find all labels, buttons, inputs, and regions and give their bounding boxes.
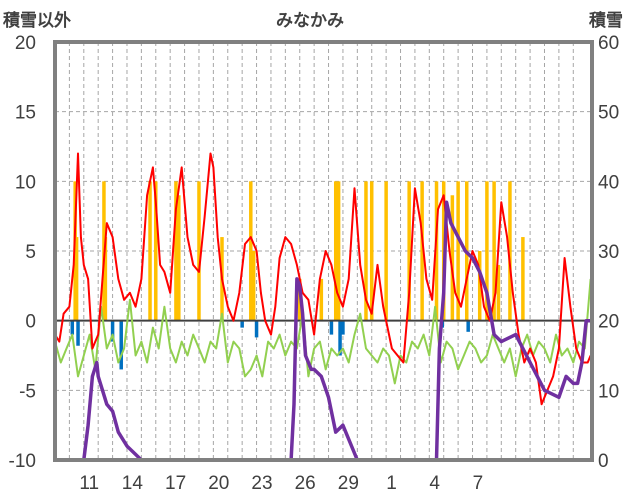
bar-s0-6 — [174, 181, 178, 321]
right-tick-0: 60 — [598, 33, 619, 54]
bar-s0-7 — [177, 195, 181, 321]
bar-s1-7 — [338, 320, 342, 356]
x-tick-1: 14 — [122, 473, 144, 494]
bar-s0-31 — [521, 237, 525, 321]
x-tick-7: 1 — [386, 473, 397, 494]
bar-s1-4 — [240, 320, 244, 328]
bar-s0-27 — [485, 181, 489, 321]
left-tick-3: 5 — [25, 242, 36, 263]
bar-s0-11 — [251, 251, 256, 321]
x-tick-8: 4 — [429, 473, 440, 494]
x-tick-9: 7 — [473, 473, 484, 494]
bar-s0-8 — [197, 181, 201, 321]
bar-s1-3 — [119, 320, 123, 370]
bar-s1-10 — [466, 320, 470, 332]
bar-s1-1 — [76, 320, 80, 346]
bar-s0-23 — [450, 195, 455, 321]
right-tick-6: 0 — [598, 451, 609, 472]
right-tick-1: 50 — [598, 103, 619, 124]
x-tick-4: 23 — [251, 473, 272, 494]
bar-s0-30 — [508, 181, 512, 321]
bar-s0-19 — [407, 181, 411, 321]
bar-s0-28 — [492, 181, 496, 321]
bar-s0-15 — [336, 181, 341, 321]
bar-s0-26 — [477, 251, 482, 321]
bar-s1-2 — [110, 320, 115, 342]
bar-s0-16 — [364, 181, 368, 321]
left-tick-6: -10 — [9, 451, 36, 472]
left-tick-4: 0 — [25, 312, 36, 333]
plot-frame — [53, 40, 594, 462]
left-tick-2: 10 — [15, 172, 36, 193]
bar-s0-18 — [384, 181, 388, 321]
left-tick-5: -5 — [19, 381, 36, 402]
bar-s0-24 — [456, 181, 460, 321]
right-tick-5: 10 — [598, 381, 619, 402]
right-tick-4: 20 — [598, 312, 619, 333]
bar-s0-5 — [154, 181, 158, 321]
left-axis-title: 積雪以外 — [3, 11, 71, 31]
left-tick-0: 20 — [15, 33, 36, 54]
series-line-1 — [54, 152, 592, 406]
right-tick-2: 40 — [598, 172, 619, 193]
right-tick-3: 30 — [598, 242, 619, 263]
bar-s0-17 — [369, 181, 374, 321]
bar-s1-6 — [329, 320, 334, 335]
bar-s0-3 — [103, 237, 108, 321]
chart-title: みなかみ — [276, 11, 344, 31]
series-line-2 — [55, 200, 591, 462]
bar-s0-29 — [496, 264, 501, 321]
x-tick-2: 17 — [165, 473, 186, 494]
x-tick-6: 29 — [338, 473, 359, 494]
x-tick-3: 20 — [208, 473, 229, 494]
series-line-0 — [54, 278, 592, 385]
bar-s0-13 — [319, 278, 324, 321]
x-tick-0: 11 — [79, 473, 99, 494]
x-tick-5: 26 — [295, 473, 316, 494]
bar-s0-20 — [420, 181, 424, 321]
bar-s0-10 — [249, 181, 253, 321]
bar-s1-8 — [341, 320, 345, 335]
bar-s1-0 — [70, 320, 75, 335]
bar-s1-5 — [254, 320, 259, 338]
bar-s0-14 — [333, 181, 338, 321]
left-tick-1: 15 — [15, 103, 36, 124]
bar-s0-21 — [434, 181, 439, 321]
right-axis-title: 積雪 — [589, 11, 623, 31]
bar-s0-4 — [148, 181, 152, 321]
bar-s0-1 — [74, 237, 79, 321]
